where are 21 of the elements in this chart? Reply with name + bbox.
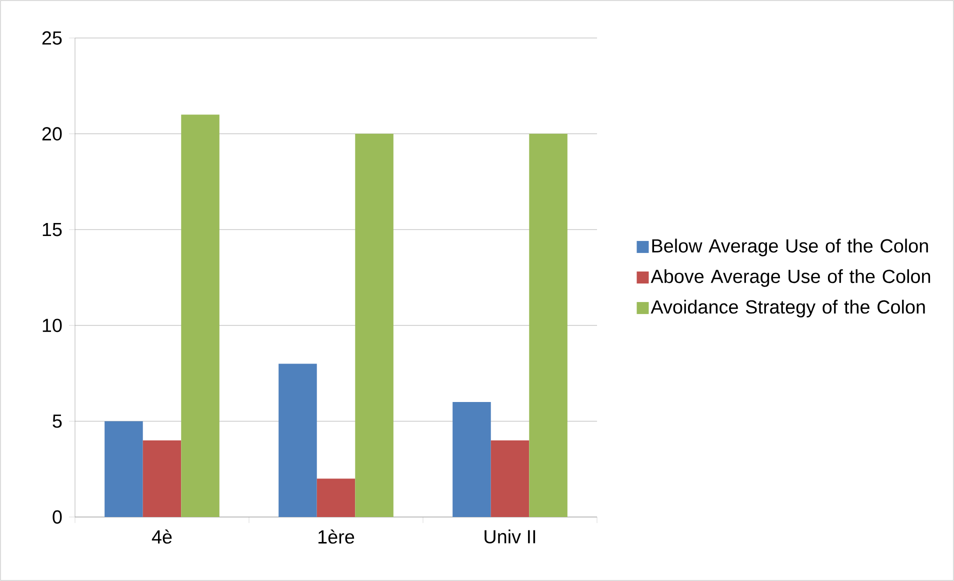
legend-label: Avoidance Strategy of the Colon: [650, 300, 925, 318]
legend-label: Above Average Use of the Colon: [650, 269, 930, 287]
bar: [316, 478, 356, 517]
y-tick-label: 25: [42, 31, 62, 45]
y-tick-label: 5: [52, 414, 62, 428]
bar: [452, 402, 491, 517]
y-tick-label: 0: [52, 510, 62, 524]
bar: [181, 114, 220, 517]
bar: [490, 440, 530, 517]
y-tick-label: 20: [42, 127, 62, 140]
x-tick-label: 4è: [152, 530, 172, 544]
bar: [278, 364, 317, 517]
bar: [142, 440, 182, 517]
legend-label: Below Average Use of the Colon: [652, 238, 928, 256]
x-tick-label: 1ère: [318, 530, 354, 544]
bar: [355, 134, 394, 517]
bar: [529, 134, 568, 517]
x-tick-label: Univ II: [484, 530, 536, 544]
y-tick-label: 10: [42, 318, 62, 332]
y-tick-label: 15: [42, 223, 62, 236]
bar: [104, 421, 143, 517]
